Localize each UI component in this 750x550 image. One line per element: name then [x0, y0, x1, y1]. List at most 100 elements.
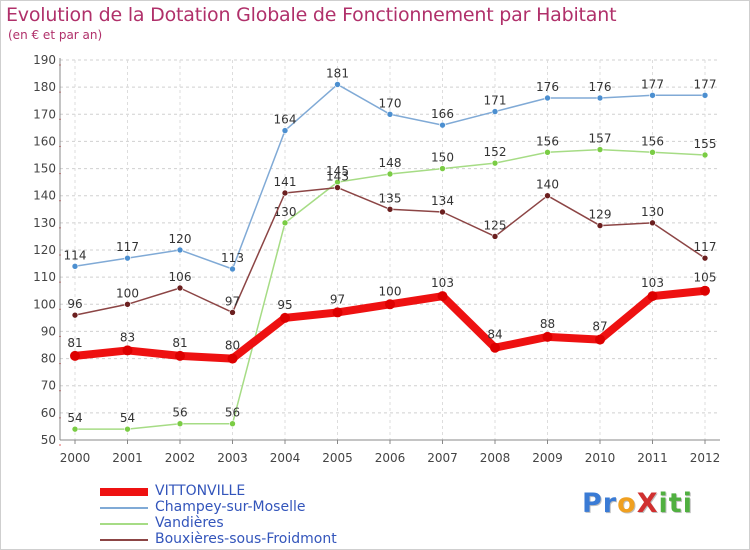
series-vittonville: 81 83 81 80 95 97 100 103 84 88 87 103 105	[67, 271, 716, 364]
x-tick-label: 2006	[375, 451, 406, 465]
data-point	[124, 300, 131, 308]
data-label: 56	[172, 406, 187, 420]
data-label: 56	[225, 406, 240, 420]
data-point	[71, 262, 79, 270]
data-label: 114	[64, 248, 87, 262]
data-label: 100	[116, 286, 139, 300]
data-point	[281, 127, 289, 134]
data-point	[544, 192, 551, 200]
y-tick-label: 70	[41, 379, 56, 393]
data-point	[229, 309, 236, 316]
data-label: 87	[592, 320, 607, 334]
data-point	[595, 334, 605, 345]
y-tick-label: 120	[33, 243, 56, 257]
data-point	[437, 291, 448, 302]
data-point	[281, 189, 289, 197]
data-point	[491, 233, 499, 240]
y-tick-label: 110	[33, 270, 56, 284]
proxiti-logo: ProXiti	[582, 488, 693, 519]
logo-letter: i	[658, 488, 669, 519]
data-point	[71, 311, 79, 319]
data-label: 103	[641, 276, 664, 290]
data-label: 140	[536, 178, 559, 192]
data-point	[649, 219, 656, 227]
data-label: 83	[120, 330, 135, 344]
x-tick-label: 2008	[480, 451, 511, 465]
data-label: 176	[589, 80, 612, 94]
data-point	[596, 94, 604, 102]
data-point	[490, 342, 500, 353]
data-label: 177	[641, 77, 664, 91]
data-point	[701, 91, 709, 99]
data-label: 105	[694, 271, 717, 285]
data-label: 88	[540, 317, 555, 331]
data-point	[386, 170, 394, 178]
data-label: 54	[67, 411, 82, 425]
data-label: 134	[431, 194, 454, 208]
data-point	[542, 331, 553, 342]
data-label: 129	[589, 208, 612, 222]
data-point	[649, 148, 656, 156]
data-label: 117	[694, 240, 717, 254]
data-point	[439, 121, 446, 129]
x-tick-label: 2002	[165, 451, 196, 465]
x-tick-label: 2010	[585, 451, 616, 465]
data-label: 157	[589, 132, 612, 146]
data-point	[491, 159, 499, 167]
series-champey-sur-moselle: 114 117 120 113 164 181 170 166 171 176 176 177 177	[64, 66, 717, 273]
data-label: 117	[116, 240, 139, 254]
logo-letter: P	[582, 488, 603, 519]
data-label: 103	[431, 276, 454, 290]
data-label: 113	[221, 251, 244, 265]
data-point	[71, 425, 79, 433]
data-label: 148	[379, 156, 402, 170]
data-label: 166	[431, 107, 454, 121]
data-label: 181	[326, 66, 349, 80]
data-point	[229, 420, 236, 428]
legend-swatch	[100, 488, 148, 496]
legend-label: Vandières	[155, 515, 224, 531]
data-point	[281, 219, 289, 227]
y-tick-label: 140	[33, 189, 56, 203]
data-label: 141	[274, 175, 297, 189]
data-label: 106	[169, 270, 192, 284]
data-point	[124, 254, 131, 262]
data-label: 152	[484, 145, 507, 159]
data-point	[596, 146, 604, 153]
x-tick-label: 2011	[637, 451, 668, 465]
logo-letter: t	[668, 488, 683, 519]
y-tick-label: 170	[33, 107, 56, 121]
data-label: 150	[431, 151, 454, 165]
series-vandi-res: 54 54 56 56 130 145 148 150 152 156 157 156 155	[67, 132, 716, 433]
legend-label: Bouxières-sous-Froidmont	[155, 531, 337, 547]
data-label: 130	[274, 205, 297, 219]
logo-letter: i	[682, 488, 693, 519]
data-label: 177	[694, 77, 717, 91]
y-tick-label: 90	[41, 324, 56, 338]
data-label: 125	[484, 218, 507, 232]
data-point	[334, 184, 341, 191]
data-label: 100	[379, 284, 402, 298]
data-label: 135	[379, 191, 402, 205]
data-label: 95	[277, 298, 292, 312]
data-point	[229, 265, 236, 273]
data-point	[122, 345, 133, 356]
legend-swatch	[100, 523, 148, 525]
data-point	[647, 291, 658, 302]
data-label: 143	[326, 170, 349, 184]
data-point	[332, 307, 343, 318]
data-point	[334, 81, 341, 88]
data-point	[386, 110, 394, 118]
data-label: 96	[67, 297, 82, 311]
x-tick-label: 2005	[322, 451, 353, 465]
data-label: 54	[120, 411, 135, 425]
y-tick-label: 50	[41, 433, 56, 447]
y-tick-label: 80	[41, 352, 56, 366]
data-point	[175, 350, 185, 361]
data-point	[176, 420, 184, 428]
data-label: 97	[330, 292, 345, 306]
data-label: 84	[487, 328, 502, 342]
data-point	[227, 353, 238, 364]
data-point	[649, 91, 656, 99]
